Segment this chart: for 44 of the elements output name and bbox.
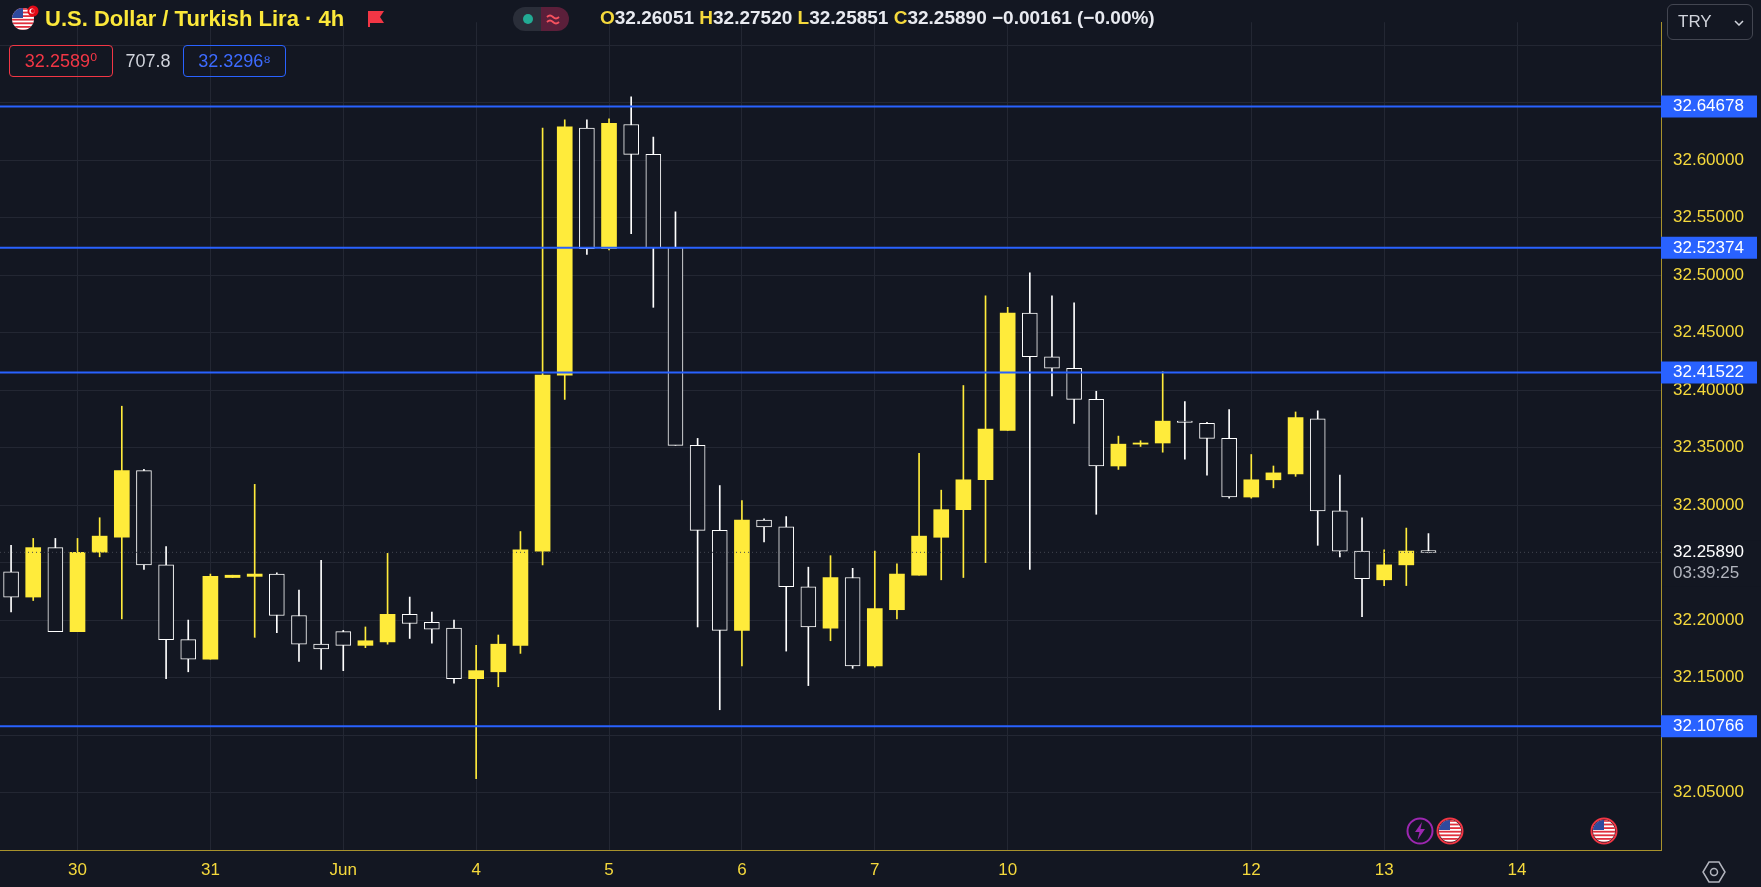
- x-tick-label: 12: [1241, 859, 1261, 879]
- x-tick-label: 14: [1507, 859, 1527, 879]
- x-tick-label: 13: [1374, 859, 1394, 879]
- candlestick: [1398, 527, 1415, 586]
- y-tick-label: 32.30000: [1673, 494, 1744, 514]
- y-tick-label: 32.60000: [1673, 149, 1744, 169]
- annotation: 32.3296⁸: [183, 45, 286, 77]
- ref-line-label: 32.41522: [1673, 362, 1744, 382]
- text: O32.26051 H32.27520 L32.25851 C32.25890 −0.00161 (−0.00%): [600, 7, 1155, 28]
- y-axis-title: TRY: [1678, 12, 1712, 32]
- x-tick-label: 10: [998, 859, 1018, 879]
- x-tick-label: 4: [471, 859, 481, 879]
- y-tick-label: 32.35000: [1673, 437, 1744, 457]
- ref-line-label: 32.25890: [1673, 542, 1744, 562]
- candlestick: [313, 559, 329, 670]
- ref-line-label: 32.52374: [1673, 237, 1744, 257]
- y-tick-label: 32.55000: [1673, 207, 1744, 227]
- y-tick-label: 32.40000: [1673, 379, 1744, 399]
- y-tick-label: 32.05000: [1673, 782, 1744, 802]
- candlestick: [401, 596, 418, 639]
- x-tick-label: 5: [604, 859, 614, 879]
- candlestick: [623, 96, 640, 235]
- x-tick-label: 6: [737, 859, 747, 879]
- annotation: 707.8: [124, 49, 172, 73]
- ref-line-label: 32.64678: [1673, 96, 1744, 116]
- currency-dropdown: TRY: [1667, 4, 1753, 40]
- y-tick-label: 32.20000: [1673, 609, 1744, 629]
- y-tick-label: 32.50000: [1673, 264, 1744, 284]
- y-tick-label: 32.15000: [1673, 667, 1744, 687]
- candlestick: [1066, 302, 1082, 424]
- ref-line-label: 32.10766: [1673, 715, 1744, 735]
- candlestick: [468, 645, 484, 780]
- x-tick-label: Jun: [329, 859, 357, 879]
- candlestick: [246, 484, 263, 638]
- x-tick-label: 31: [200, 859, 220, 879]
- y-tick-label: 32.45000: [1673, 322, 1744, 342]
- chart-title: U.S. Dollar / Turkish Lira · 4h: [45, 6, 345, 32]
- candlestick: [1177, 401, 1193, 460]
- text: 03:39:25: [1673, 563, 1740, 583]
- x-tick-label: 7: [870, 859, 880, 879]
- x-tick-label: 30: [68, 859, 87, 879]
- candlestick: [1044, 295, 1060, 397]
- annotation: 32.2589⁰: [9, 45, 113, 77]
- candlestick: [1021, 272, 1038, 570]
